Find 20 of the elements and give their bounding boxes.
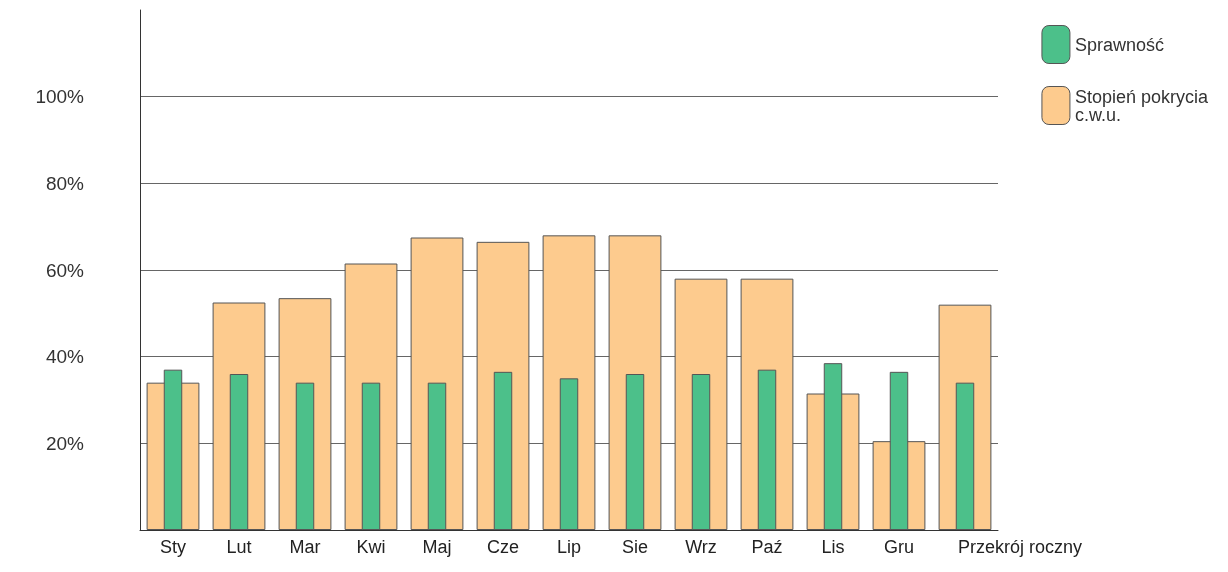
- legend-label: Stopień pokrycia c.w.u.: [1074, 86, 1213, 125]
- x-tick-label: Lip: [556, 537, 582, 557]
- y-tick-label: 100%: [35, 86, 85, 108]
- x-tick-label: Paź: [751, 537, 783, 557]
- x-tick-label: Sty: [159, 537, 187, 557]
- x-tick-label: Maj: [422, 537, 452, 557]
- y-tick-label: 40%: [45, 346, 85, 368]
- y-tick-label: 80%: [45, 172, 85, 194]
- x-tick-label: Cze: [486, 537, 520, 557]
- x-tick-label: Gru: [883, 537, 915, 557]
- x-tick-label: Sie: [621, 537, 649, 557]
- x-tick-label: Wrz: [685, 537, 717, 557]
- x-tick-label: Lis: [821, 537, 845, 557]
- x-tick-label: Przekrój roczny: [957, 537, 1083, 557]
- x-tick-label: Mar: [289, 537, 321, 557]
- legend-label: Sprawność: [1074, 34, 1164, 55]
- x-tick-label: Kwi: [356, 537, 386, 557]
- y-tick-label: 60%: [45, 259, 85, 281]
- x-tick-label: Lut: [226, 537, 252, 557]
- y-tick-label: 20%: [45, 432, 85, 454]
